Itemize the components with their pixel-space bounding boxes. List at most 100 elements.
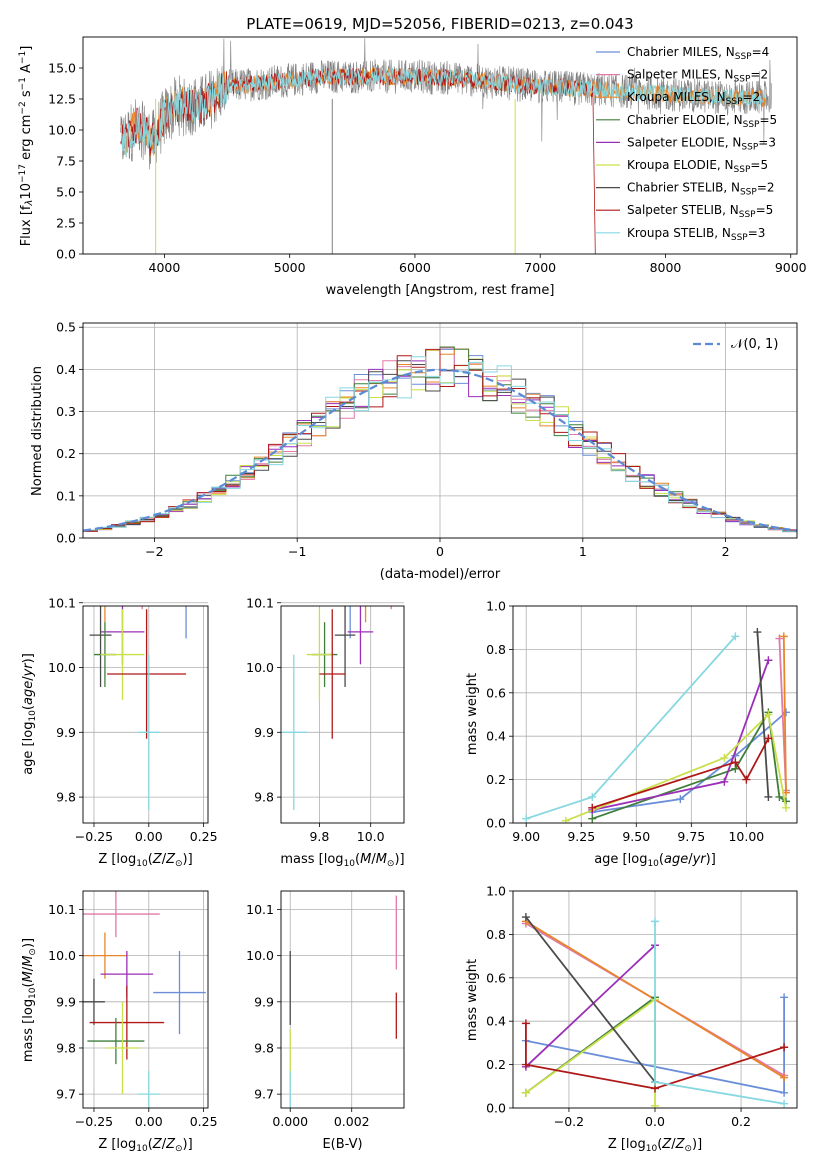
legend-entry: Salpeter ELODIE, NSSP=3 bbox=[627, 135, 776, 152]
weight-marker bbox=[764, 656, 773, 665]
weight-line-kroupa-stelib bbox=[525, 635, 737, 820]
x-axis-label: Z [log10(Z/Z⊙)] bbox=[98, 1137, 192, 1154]
y-tick-label: 0.5 bbox=[56, 320, 76, 335]
axes-frame bbox=[512, 890, 798, 1109]
y-tick-label: 12.5 bbox=[48, 92, 76, 107]
plot-area-mass_weight_vs_Z bbox=[521, 913, 789, 1108]
plot-area-mass_vs_ebv bbox=[289, 895, 397, 1108]
x-tick-label: −1 bbox=[288, 544, 306, 559]
y-tick-label: 10.0 bbox=[48, 660, 76, 675]
weight-line-kroupa-elodie bbox=[565, 712, 787, 822]
axes-frame bbox=[82, 605, 209, 824]
y-tick-label: 0.4 bbox=[486, 1014, 506, 1029]
x-axis-label: Z [log10(Z/Z⊙)] bbox=[98, 852, 192, 869]
axes-frame bbox=[512, 605, 798, 824]
weight-marker bbox=[775, 792, 784, 801]
x-tick-label: 0.00 bbox=[135, 829, 163, 844]
y-tick-label: 0.4 bbox=[486, 729, 506, 744]
y-tick-label: 0.2 bbox=[486, 772, 506, 787]
weight-marker bbox=[780, 1073, 789, 1082]
y-tick-label: 0.8 bbox=[486, 642, 506, 657]
weight-line-chabrier-stelib bbox=[756, 631, 770, 798]
weight-line-salpeter-stelib bbox=[525, 1023, 785, 1090]
spectrum-model-kroupa-stelib bbox=[120, 67, 767, 156]
y-axis-label: Normed distribution bbox=[30, 366, 45, 496]
weight-marker bbox=[521, 1060, 530, 1069]
y-tick-label: 9.8 bbox=[254, 790, 274, 805]
weight-marker bbox=[588, 814, 597, 823]
legend-entry: Salpeter STELIB, NSSP=5 bbox=[627, 203, 773, 220]
axes-spectrum: 4000 5000 6000 7000 8000 9000 0.0 2.5 5.0 7.5 10.0… bbox=[48, 36, 807, 275]
weight-line-kroupa-miles bbox=[782, 636, 787, 793]
plot-area-age_vs_mass bbox=[281, 606, 392, 811]
weight-marker bbox=[651, 917, 659, 926]
y-tick-label: 0.6 bbox=[486, 685, 506, 700]
plot-area-residuals bbox=[83, 346, 797, 538]
y-tick-label: 7.5 bbox=[56, 154, 76, 169]
legend-entry: Kroupa MILES, NSSP=2 bbox=[627, 90, 760, 107]
x-axis-label: Z [log10(Z/Z⊙)] bbox=[608, 1137, 702, 1154]
x-tick-label: −2 bbox=[145, 544, 163, 559]
y-tick-label: 15.0 bbox=[48, 61, 76, 76]
y-axis-label: mass weight bbox=[465, 673, 480, 755]
legend-entry: Chabrier ELODIE, NSSP=5 bbox=[627, 113, 777, 130]
x-axis-label: (data-model)/error bbox=[380, 567, 501, 582]
weight-marker bbox=[720, 753, 729, 762]
legend-entry: Kroupa ELODIE, NSSP=5 bbox=[627, 158, 768, 175]
y-tick-label: 1.0 bbox=[486, 884, 506, 899]
y-tick-label: 5.0 bbox=[56, 185, 76, 200]
y-axis-label: mass weight bbox=[465, 959, 480, 1041]
x-tick-label: 4000 bbox=[149, 260, 181, 275]
x-tick-label: −0.25 bbox=[75, 829, 113, 844]
weight-marker bbox=[588, 792, 597, 801]
weight-marker bbox=[521, 1088, 530, 1097]
y-tick-label: 10.0 bbox=[48, 948, 76, 963]
weight-marker bbox=[731, 758, 740, 767]
legend-entry: Chabrier STELIB, NSSP=2 bbox=[627, 181, 775, 198]
weight-marker bbox=[521, 913, 530, 922]
weight-marker bbox=[720, 777, 729, 786]
x-tick-label: 8000 bbox=[650, 260, 682, 275]
x-tick-label: 1 bbox=[579, 544, 587, 559]
y-tick-label: 9.9 bbox=[254, 725, 274, 740]
x-tick-label: 0.2 bbox=[731, 1114, 751, 1129]
y-tick-label: 0.3 bbox=[56, 404, 76, 419]
y-tick-label: 10.1 bbox=[48, 595, 76, 610]
weight-marker bbox=[775, 634, 784, 643]
x-tick-label: 9000 bbox=[775, 260, 807, 275]
x-tick-label: 0.0 bbox=[645, 1114, 665, 1129]
legend-entry: Kroupa STELIB, NSSP=3 bbox=[627, 226, 765, 243]
x-tick-label: 9.25 bbox=[567, 829, 595, 844]
axes-mass_vs_ebv: 0.000 0.002 9.7 9.8 9.9 10.0 10.1 bbox=[246, 890, 405, 1129]
legend-entry: 𝒩(0, 1) bbox=[731, 337, 778, 352]
weight-marker bbox=[521, 1019, 530, 1028]
axes-frame bbox=[280, 890, 405, 1109]
x-tick-label: 0.25 bbox=[190, 829, 218, 844]
weight-marker bbox=[781, 803, 790, 812]
y-tick-label: 9.9 bbox=[254, 994, 274, 1009]
x-tick-label: 0.000 bbox=[272, 1114, 308, 1129]
histogram-kroupa-stelib bbox=[83, 356, 797, 538]
axes-age_vs_Z: −0.25 0.00 0.25 9.8 9.9 10.0 10.1 bbox=[48, 595, 218, 844]
weight-marker bbox=[651, 1077, 659, 1086]
y-axis-label: mass [log10(M/M⊙)] bbox=[21, 938, 38, 1062]
plot-area-age_vs_Z bbox=[89, 606, 187, 811]
weight-marker bbox=[764, 710, 773, 719]
y-tick-label: 0.0 bbox=[486, 816, 506, 831]
y-tick-label: 1.0 bbox=[486, 599, 506, 614]
axes-frame bbox=[280, 605, 405, 824]
weight-marker bbox=[764, 792, 773, 801]
y-tick-label: 9.8 bbox=[56, 1040, 76, 1055]
y-tick-label: 9.9 bbox=[56, 725, 76, 740]
weight-line-salpeter-elodie bbox=[525, 944, 656, 1068]
y-tick-label: 0.0 bbox=[56, 247, 76, 262]
weight-marker bbox=[764, 734, 773, 743]
y-tick-label: 0.2 bbox=[486, 1057, 506, 1072]
weight-marker bbox=[676, 795, 685, 804]
y-tick-label: 0.0 bbox=[56, 531, 76, 546]
axes-frame bbox=[82, 322, 798, 539]
weight-line-chabrier-miles bbox=[592, 711, 787, 813]
legend-entry: Salpeter MILES, NSSP=2 bbox=[627, 68, 768, 85]
plot-area-spectrum bbox=[120, 38, 773, 254]
